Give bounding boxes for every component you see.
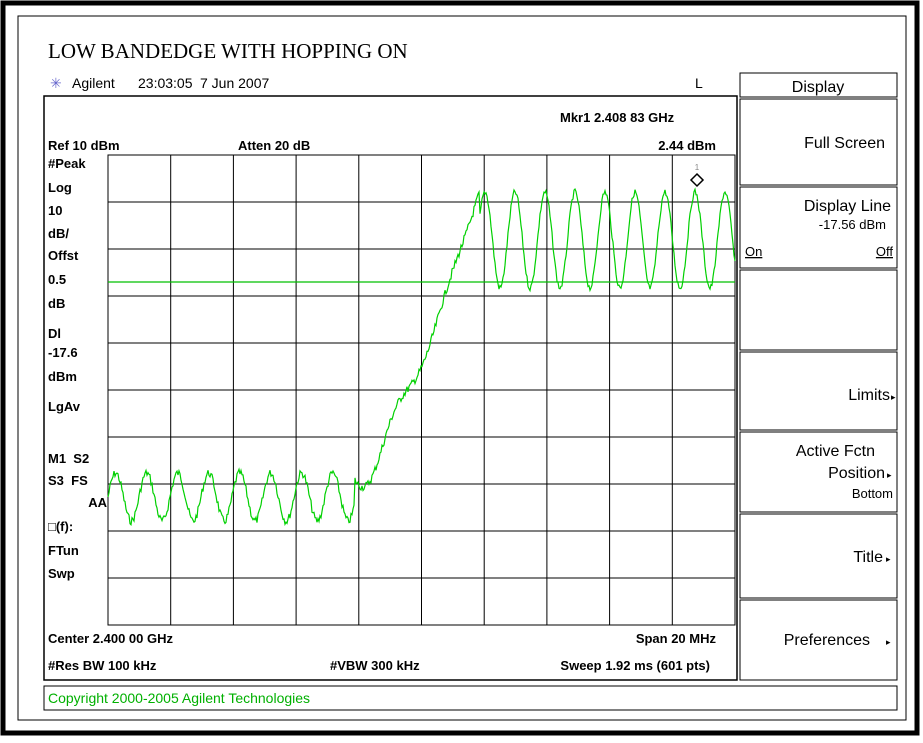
side-label: #Peak	[48, 156, 86, 171]
side-label: FTun	[48, 543, 79, 558]
softkey[interactable]	[739, 351, 898, 431]
softkey-label: Display Line	[804, 198, 891, 215]
sweep: Sweep 1.92 ms (601 pts)	[560, 658, 710, 673]
menu-title: Display	[792, 79, 844, 96]
side-label: □(f):	[48, 519, 73, 534]
arrow: ▸	[891, 392, 896, 402]
softkey[interactable]	[739, 431, 898, 513]
time: 23:03:05	[138, 75, 193, 91]
side-label: LgAv	[48, 399, 81, 414]
side-label: dBm	[48, 369, 77, 384]
softkey[interactable]	[739, 599, 898, 681]
status-text: Copyright 2000-2005 Agilent Technologies	[48, 690, 310, 706]
softkey-label: Preferences	[784, 632, 870, 649]
marker-readout: Mkr1 2.408 83 GHz	[560, 110, 675, 125]
ref-level: Ref 10 dBm	[48, 138, 120, 153]
marker-diamond	[689, 172, 705, 188]
logo: ✳	[50, 75, 62, 91]
softkey-value: Bottom	[852, 486, 893, 501]
arrow: ▸	[886, 554, 891, 564]
marker-id: 1	[695, 163, 700, 172]
side-label: 0.5	[48, 272, 66, 287]
screen	[43, 95, 738, 681]
vbw: #VBW 300 kHz	[330, 658, 420, 673]
side-label: AA	[88, 495, 107, 510]
menu-header	[739, 72, 898, 98]
side-label: Offst	[48, 248, 79, 263]
side-label: Dl	[48, 326, 61, 341]
softkey-value: -17.56 dBm	[819, 217, 886, 232]
inner-frame	[17, 15, 907, 721]
trace	[107, 187, 736, 527]
side-label: S3 FS	[48, 473, 88, 488]
side-label: -17.6	[48, 345, 78, 360]
flag: L	[695, 75, 703, 91]
side-label: Swp	[48, 566, 75, 581]
softkey[interactable]	[739, 98, 898, 186]
softkey-label: Full Screen	[804, 135, 885, 152]
attenuation: Atten 20 dB	[238, 138, 310, 153]
side-label: Log	[48, 180, 72, 195]
status-bar	[43, 685, 898, 711]
softkey-label: Position	[828, 465, 885, 482]
softkey-label: Active Fctn	[796, 443, 875, 460]
arrow: ▸	[886, 637, 891, 647]
side-label: M1 S2	[48, 451, 89, 466]
left-labels: #Peak Log 10 dB/Offst 0.5 dB Dl -17.6 dBm LgAv M1 …	[48, 156, 108, 581]
softkey-option: On	[745, 244, 762, 259]
title: LOW BANDEDGE WITH HOPPING ON	[48, 39, 408, 63]
softkey[interactable]	[739, 269, 898, 351]
softkey-label: Title	[853, 549, 883, 566]
softkey-label: Limits	[848, 387, 890, 404]
brand: Agilent	[72, 75, 115, 91]
center-freq: Center 2.400 00 GHz	[48, 631, 174, 646]
arrow: ▸	[887, 470, 892, 480]
softkey-option: Off	[876, 244, 893, 259]
softkey[interactable]	[739, 513, 898, 599]
side-label: dB/	[48, 226, 69, 241]
softkey[interactable]	[739, 186, 898, 269]
side-label: 10	[48, 203, 62, 218]
date: 7 Jun 2007	[200, 75, 269, 91]
marker-level: 2.44 dBm	[658, 138, 716, 153]
span: Span 20 MHz	[636, 631, 717, 646]
res-bw: #Res BW 100 kHz	[48, 658, 157, 673]
side-label: dB	[48, 296, 65, 311]
